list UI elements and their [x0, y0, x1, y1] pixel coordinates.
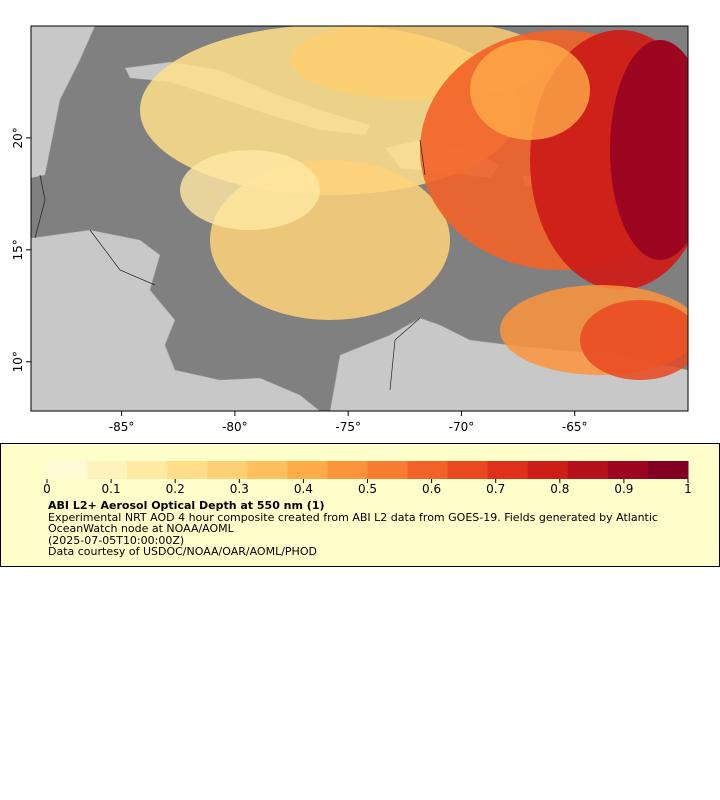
colorbar-tick-label: 0.3 — [230, 482, 249, 496]
colorbar-tick-label: 0.7 — [486, 482, 505, 496]
colorbar-tick-label: 0.1 — [102, 482, 121, 496]
borders — [34, 139, 426, 391]
colorbar-swatch — [327, 461, 368, 479]
colorbar-swatch — [207, 461, 248, 479]
colorbar-tick-label: 0 — [43, 482, 51, 496]
map-layers — [31, 26, 688, 411]
y-tick-label: 10° — [11, 351, 25, 372]
colorbar-swatch — [167, 461, 208, 479]
colorbar-tick-label: 0.9 — [614, 482, 633, 496]
colorbar-swatch — [407, 461, 449, 479]
colorbar-swatch — [447, 461, 489, 479]
legend-credit: Data courtesy of USDOC/NOAA/OAR/AOML/PHO… — [48, 545, 317, 558]
colorbar-swatch — [367, 461, 409, 479]
colorbar-swatch — [607, 461, 649, 479]
map-frame — [30, 25, 689, 412]
legend-title: ABI L2+ Aerosol Optical Depth at 550 nm … — [48, 499, 325, 512]
colorbar-swatch — [647, 461, 689, 479]
x-tick-label: -80° — [222, 420, 248, 434]
colorbar-swatch — [127, 461, 168, 479]
colorbar-swatch — [247, 461, 288, 479]
x-tick-label: -70° — [449, 420, 475, 434]
x-tick-label: -75° — [335, 420, 361, 434]
y-tick-label: 15° — [11, 239, 25, 260]
colorbar-tick-label: 0.8 — [550, 482, 569, 496]
colorbar-swatch — [567, 461, 609, 479]
colorbar-tick-label: 0.5 — [358, 482, 377, 496]
y-tick-label: 20° — [11, 127, 25, 148]
colorbar-swatch — [487, 461, 529, 479]
colorbar-tick-label: 0.6 — [422, 482, 441, 496]
x-tick-label: -65° — [562, 420, 588, 434]
colorbar-swatch — [87, 461, 128, 479]
legend-text: ABI L2+ Aerosol Optical Depth at 550 nm … — [48, 500, 698, 558]
map-figure: -85° -80° -75° -70° -65° 10° 15° 20° 0 0.1 0.2 0.3 0… — [0, 25, 720, 567]
aerosol-field — [140, 26, 688, 380]
colorbar-swatch — [47, 461, 88, 479]
legend-description: Experimental NRT AOD 4 hour composite cr… — [48, 510, 658, 535]
x-tick-label: -85° — [109, 420, 135, 434]
colorbar-tick-label: 0.4 — [294, 482, 313, 496]
colorbar-swatch — [527, 461, 569, 479]
colorbar-tick-label: 0.2 — [166, 482, 185, 496]
legend-time: (2025-07-05T10:00:00Z) — [48, 533, 185, 547]
colorbar-tick-label: 1 — [684, 482, 692, 496]
colorbar-swatch — [287, 461, 328, 479]
